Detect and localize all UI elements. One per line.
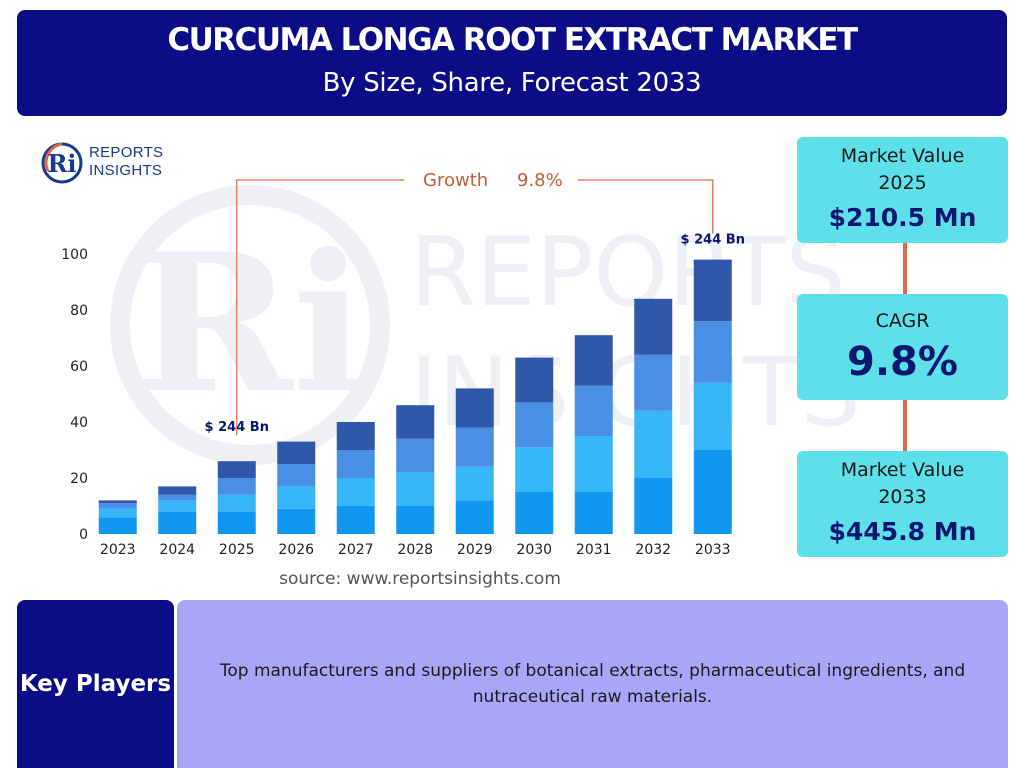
bar-segment [693, 259, 732, 322]
svg-text:Ri: Ri [47, 149, 76, 178]
bar-segment [515, 447, 554, 492]
logo-text-line2: INSIGHTS [89, 162, 163, 179]
bar-segment [98, 508, 137, 518]
y-tick-label: 20 [70, 471, 88, 487]
bar-segment [634, 354, 673, 411]
bar-segment [634, 410, 673, 478]
bar-segment [634, 298, 673, 355]
bar-segment [455, 466, 494, 501]
bar-segment [336, 478, 375, 506]
bar-segment [158, 511, 197, 534]
bar-segment [217, 494, 256, 512]
x-tick-label: 2031 [576, 542, 612, 558]
svg-text:Ri: Ri [135, 212, 365, 435]
cagr-value: 9.8% [847, 339, 958, 385]
x-tick-label: 2030 [516, 542, 552, 558]
bar-segment [455, 388, 494, 428]
bar-segment [98, 503, 137, 509]
bar-segment [217, 511, 256, 534]
bar-segment [217, 478, 256, 495]
x-tick-label: 2023 [100, 542, 136, 558]
growth-bracket-right [578, 179, 714, 234]
market-value-amount: $210.5 Mn [828, 203, 977, 232]
bar-segment [515, 492, 554, 534]
bar-segment [455, 427, 494, 467]
x-tick-label: 2028 [397, 542, 433, 558]
x-tick-label: 2029 [457, 542, 493, 558]
logo-text-line1: REPORTS [89, 144, 164, 161]
bar-segment [158, 500, 197, 512]
y-tick-label: 80 [70, 303, 88, 319]
y-tick-label: 40 [70, 415, 88, 431]
logo-icon: Ri [41, 142, 83, 184]
bar-segment [336, 422, 375, 450]
bar-segment [574, 385, 613, 436]
growth-value: 9.8% [517, 170, 563, 191]
bar-segment [277, 508, 316, 534]
x-tick-label: 2024 [159, 542, 195, 558]
market-value-year: 2033 [878, 486, 927, 508]
x-tick-label: 2032 [635, 542, 671, 558]
bar-segment [336, 506, 375, 534]
cagr-card: CAGR 9.8% [797, 294, 1008, 400]
bar-segment [217, 461, 256, 478]
end-value-label: $ 244 Bn [681, 233, 745, 248]
market-value-2025-card: Market Value 2025 $210.5 Mn [797, 137, 1008, 243]
market-value-label: Market Value [840, 145, 965, 167]
bar-segment [515, 357, 554, 403]
header-banner: CURCUMA LONGA ROOT EXTRACT MARKET By Siz… [17, 10, 1007, 116]
key-players-description: Top manufacturers and suppliers of botan… [177, 600, 1008, 768]
bar-segment [158, 486, 197, 495]
y-tick-label: 100 [61, 247, 88, 263]
key-players-heading: Key Players [17, 600, 174, 768]
bar-segment [515, 402, 554, 448]
start-value-label: $ 244 Bn [205, 420, 269, 435]
bar-segment [158, 494, 197, 501]
x-tick-label: 2027 [338, 542, 374, 558]
bar-segment [693, 382, 732, 450]
company-logo: Ri REPORTS INSIGHTS [40, 141, 180, 185]
connector-line [903, 400, 907, 451]
x-tick-label: 2025 [219, 542, 255, 558]
bar-segment [396, 472, 435, 506]
bar-segment [277, 441, 316, 464]
bar-segment [277, 464, 316, 487]
bar-segment [277, 486, 316, 509]
bar-segment [574, 492, 613, 534]
bar-segment [98, 500, 137, 504]
bar-segment [693, 450, 732, 534]
bar-segment [574, 335, 613, 386]
page-title: CURCUMA LONGA ROOT EXTRACT MARKET [167, 22, 858, 58]
market-value-label: Market Value [840, 459, 965, 481]
connector-line [903, 243, 907, 294]
svg-text:REPORTS: REPORTS [410, 218, 846, 328]
bar-segment [336, 450, 375, 478]
market-value-year: 2025 [878, 172, 927, 194]
cagr-label: CAGR [875, 310, 930, 332]
market-value-2033-card: Market Value 2033 $445.8 Mn [797, 451, 1008, 557]
y-tick-label: 0 [79, 527, 88, 543]
y-tick-label: 60 [70, 359, 88, 375]
bar-segment [455, 500, 494, 534]
bar-segment [396, 438, 435, 473]
source-note: source: www.reportsinsights.com [279, 569, 561, 589]
market-size-chart: 0 20 40 60 80 100 2023 2024 2025 2026 2027 2028 2029… [61, 170, 745, 558]
bar-segment [634, 478, 673, 534]
x-tick-label: 2026 [278, 542, 314, 558]
bar-segment [693, 321, 732, 383]
x-tick-label: 2033 [695, 542, 731, 558]
bar-segment [396, 506, 435, 534]
market-value-amount: $445.8 Mn [828, 517, 977, 546]
bar-segment [396, 405, 435, 439]
growth-label: Growth [423, 170, 488, 191]
page-subtitle: By Size, Share, Forecast 2033 [322, 68, 702, 98]
bar-segment [574, 436, 613, 492]
bar-segment [98, 517, 137, 534]
growth-bracket-left [236, 179, 404, 436]
